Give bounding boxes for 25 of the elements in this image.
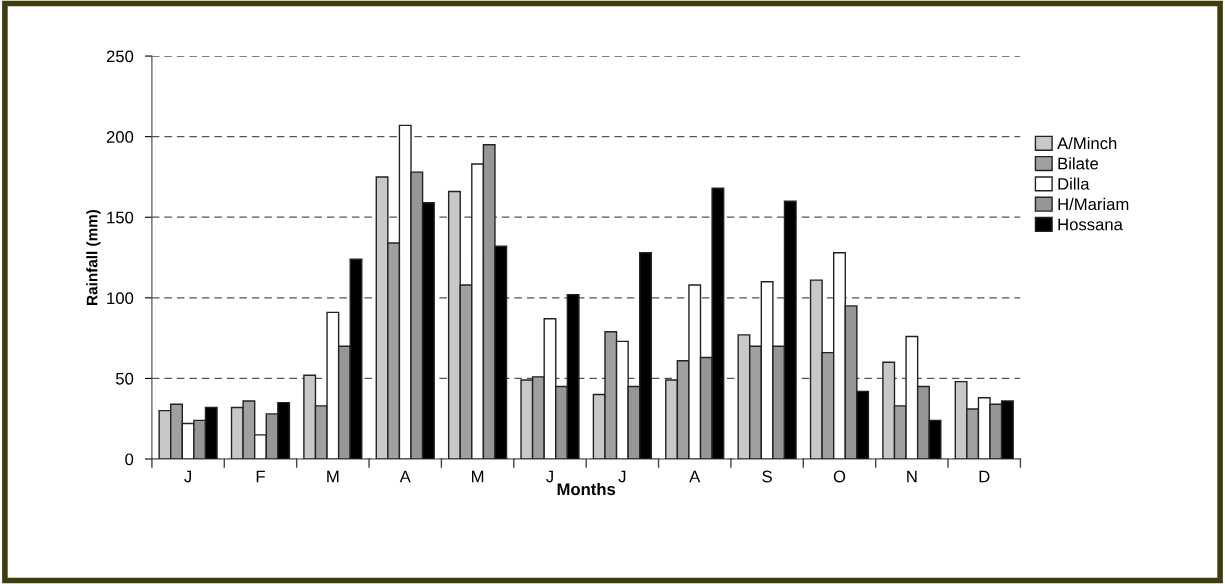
y-tick-label: 50	[115, 372, 134, 385]
y-tick-label: 200	[106, 131, 134, 143]
legend-label: H/Mariam	[1058, 197, 1129, 211]
x-tick-label: M	[327, 470, 339, 483]
x-tick-label: J	[184, 470, 192, 483]
legend-label: A/Minch	[1057, 136, 1117, 150]
x-tick-label: F	[256, 470, 265, 483]
x-tick-label: J	[618, 470, 626, 483]
x-tick-label: N	[907, 470, 917, 483]
y-axis-title: Rainfall (mm)	[86, 209, 101, 305]
x-tick-label: J	[546, 470, 553, 483]
x-tick-label: O	[833, 470, 846, 483]
x-tick-label: S	[762, 470, 772, 483]
x-tick-label: A	[399, 470, 411, 483]
legend-label: Bilate	[1058, 157, 1099, 170]
x-axis-title: Months	[557, 482, 616, 496]
legend-label: Hossana	[1058, 218, 1123, 231]
x-tick-label: D	[979, 470, 990, 483]
y-tick-label: 0	[125, 453, 134, 466]
x-tick-label: M	[472, 470, 484, 483]
y-tick-label: 250	[106, 50, 134, 63]
legend-label: Dilla	[1058, 177, 1090, 190]
y-tick-label: 100	[107, 292, 134, 305]
y-tick-label: 150	[107, 211, 134, 224]
x-tick-label: A	[689, 470, 701, 483]
